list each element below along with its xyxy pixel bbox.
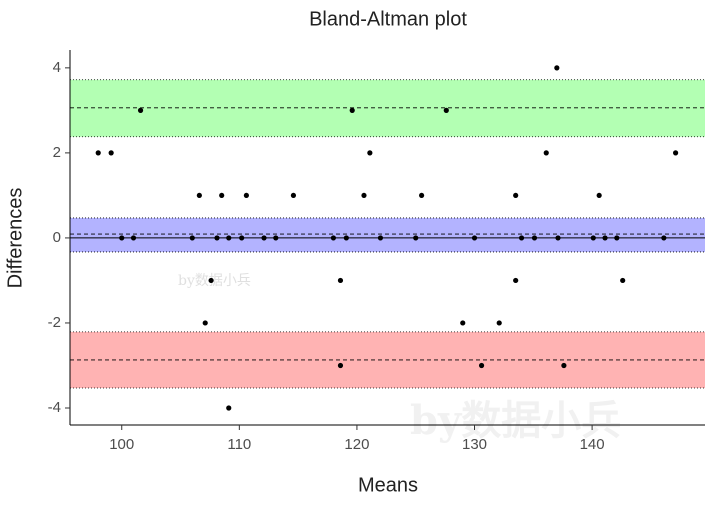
point	[513, 277, 519, 284]
point	[137, 107, 144, 113]
point	[602, 235, 608, 241]
y-tick-label: -4	[48, 399, 61, 416]
point	[189, 235, 195, 241]
point	[330, 235, 337, 241]
point	[349, 107, 355, 113]
point	[208, 277, 214, 284]
point	[202, 320, 208, 326]
point	[513, 192, 519, 199]
point	[95, 150, 101, 156]
point	[243, 192, 249, 199]
point	[478, 362, 485, 369]
point	[543, 150, 549, 156]
point	[596, 192, 602, 199]
point	[518, 235, 525, 241]
point	[377, 235, 384, 241]
point	[239, 235, 245, 241]
point	[561, 362, 567, 369]
point	[337, 362, 344, 369]
point	[661, 235, 667, 241]
x-tick-label: 120	[344, 436, 369, 453]
point	[367, 150, 373, 156]
x-tick-label: 130	[462, 436, 487, 453]
point	[471, 235, 478, 241]
point	[460, 320, 466, 326]
point	[261, 235, 267, 241]
point	[614, 235, 620, 241]
x-axis-title: Means	[358, 474, 418, 496]
watermark: by数据小兵	[178, 273, 251, 289]
point	[496, 320, 502, 326]
chart-title: Bland-Altman plot	[309, 8, 467, 30]
y-tick-label: -2	[48, 314, 61, 331]
x-tick-label: 110	[227, 436, 251, 453]
point	[413, 235, 419, 241]
limit-band	[70, 217, 705, 252]
point	[343, 235, 349, 241]
point	[419, 192, 425, 199]
x-tick-label: 140	[580, 436, 605, 453]
y-tick-label: 2	[53, 144, 61, 161]
point	[531, 235, 538, 241]
point	[196, 192, 202, 199]
point	[361, 192, 367, 199]
y-axis-title: Differences	[4, 188, 26, 289]
point	[219, 192, 225, 199]
point	[226, 405, 232, 411]
point	[214, 235, 220, 241]
point	[555, 235, 561, 241]
point	[554, 65, 560, 71]
point	[290, 192, 297, 199]
point	[119, 235, 125, 241]
x-tick-label: 100	[109, 436, 134, 453]
point	[337, 277, 344, 284]
y-tick-label: 4	[53, 59, 61, 76]
y-tick-label: 0	[53, 229, 61, 246]
watermark: by数据小兵	[410, 397, 621, 444]
point	[590, 235, 596, 241]
point	[620, 277, 626, 284]
point	[673, 150, 679, 156]
point	[130, 235, 137, 241]
point	[226, 235, 232, 241]
point	[108, 150, 114, 156]
point	[273, 235, 279, 241]
point	[443, 107, 449, 113]
